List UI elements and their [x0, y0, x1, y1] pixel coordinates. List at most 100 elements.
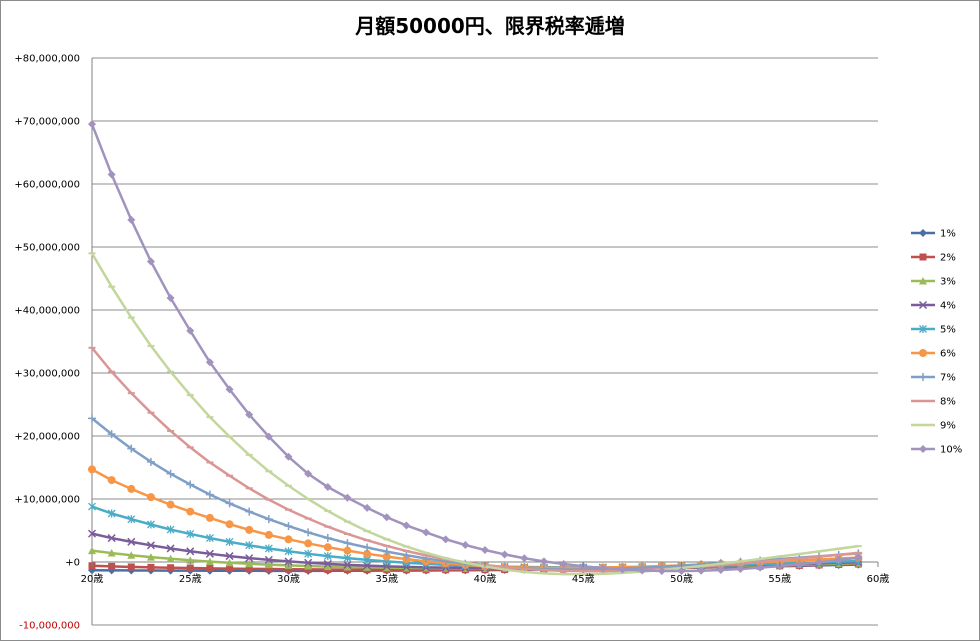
legend-label: 9% [940, 421, 956, 432]
data-point [205, 534, 214, 543]
y-tick-label: +50,000,000 [14, 243, 80, 254]
x-tick-label: 35歳 [375, 573, 398, 585]
legend-label: 5% [940, 325, 956, 336]
data-point [919, 229, 927, 237]
legend-label: 2% [940, 253, 956, 264]
data-point [225, 385, 234, 394]
data-point [304, 562, 313, 570]
x-tick-label: 40歳 [474, 573, 497, 585]
x-axis-ticks: 20歳 25歳 30歳 35歳 40歳 45歳 50歳 55歳 60歳 [81, 562, 889, 585]
series-7pct [88, 414, 863, 574]
data-point [107, 509, 116, 518]
data-point [363, 561, 372, 570]
data-point [88, 465, 96, 474]
data-point [146, 541, 155, 550]
y-tick-label: +30,000,000 [14, 369, 80, 380]
data-point [343, 493, 352, 502]
data-point [146, 457, 155, 466]
data-point [343, 560, 352, 569]
data-point [264, 515, 273, 524]
data-point [638, 566, 647, 575]
x-tick-label: 50歳 [670, 573, 693, 585]
data-point [559, 560, 568, 569]
legend-label: 10% [940, 445, 962, 456]
x-tick-label: 55歳 [768, 573, 791, 585]
data-point [206, 564, 214, 572]
data-point [919, 373, 927, 381]
legend-label: 3% [940, 277, 956, 288]
data-point [343, 546, 352, 555]
data-point [919, 349, 927, 357]
data-point [264, 544, 273, 553]
y-tick-label: +20,000,000 [14, 432, 80, 443]
x-tick-label: 25歳 [179, 573, 202, 585]
data-point [795, 560, 804, 569]
data-point [166, 554, 175, 563]
data-point [441, 535, 450, 544]
y-tick-label: +70,000,000 [14, 117, 80, 128]
data-point [363, 503, 372, 512]
data-point [657, 566, 666, 575]
data-point [284, 452, 293, 461]
series-line [90, 123, 859, 573]
data-point [127, 484, 136, 493]
data-point [323, 534, 332, 543]
data-point [225, 520, 234, 529]
data-point [245, 410, 254, 419]
legend-label: 6% [940, 349, 956, 360]
data-point [520, 554, 529, 563]
data-point [167, 564, 175, 572]
y-tick-label: -10,000,000 [19, 621, 80, 632]
data-point [146, 553, 155, 561]
data-point [245, 554, 254, 563]
data-point [147, 563, 155, 571]
series-lines [87, 120, 863, 576]
series-line [90, 252, 859, 576]
data-point [304, 558, 313, 567]
data-point [285, 565, 292, 573]
data-point [264, 530, 273, 539]
data-point [919, 445, 927, 453]
data-point [205, 490, 214, 499]
data-point [127, 215, 136, 224]
data-point [500, 550, 509, 559]
data-point [343, 554, 352, 563]
data-point [127, 537, 136, 546]
y-tick-label: +10,000,000 [14, 495, 80, 506]
data-point [107, 549, 116, 557]
data-point [127, 551, 136, 559]
data-point [382, 552, 391, 561]
legend: 1% 2% 3% 4% 5% 6% 7% 8% 9% 10% [911, 229, 962, 456]
data-point [127, 444, 136, 453]
data-point [146, 520, 155, 529]
x-tick-label: 20歳 [81, 573, 104, 585]
data-point [736, 564, 745, 573]
data-point [382, 547, 391, 556]
y-tick-label: +60,000,000 [14, 180, 80, 191]
data-point [146, 493, 155, 502]
gridlines [91, 57, 878, 626]
data-point [88, 546, 96, 555]
legend-item: 1% [911, 229, 956, 240]
data-point [363, 549, 372, 558]
data-point [205, 557, 214, 566]
legend-item: 2% [911, 253, 956, 264]
data-point [186, 547, 195, 556]
data-point [323, 543, 332, 552]
data-point [343, 563, 352, 571]
legend-label: 4% [940, 301, 956, 312]
data-point [461, 540, 470, 549]
data-point [166, 294, 175, 303]
data-point [343, 539, 352, 548]
data-point [245, 559, 254, 568]
data-point [186, 564, 194, 572]
y-axis-ticks: +80,000,000 +70,000,000 +60,000,000 +50,000… [14, 54, 80, 632]
data-point [304, 528, 313, 537]
series-6pct [88, 465, 863, 572]
data-point [88, 502, 96, 511]
x-tick-label: 45歳 [572, 573, 595, 585]
chart-title: 月額50000円、限界税率逓増 [355, 14, 625, 38]
data-point [481, 546, 489, 555]
